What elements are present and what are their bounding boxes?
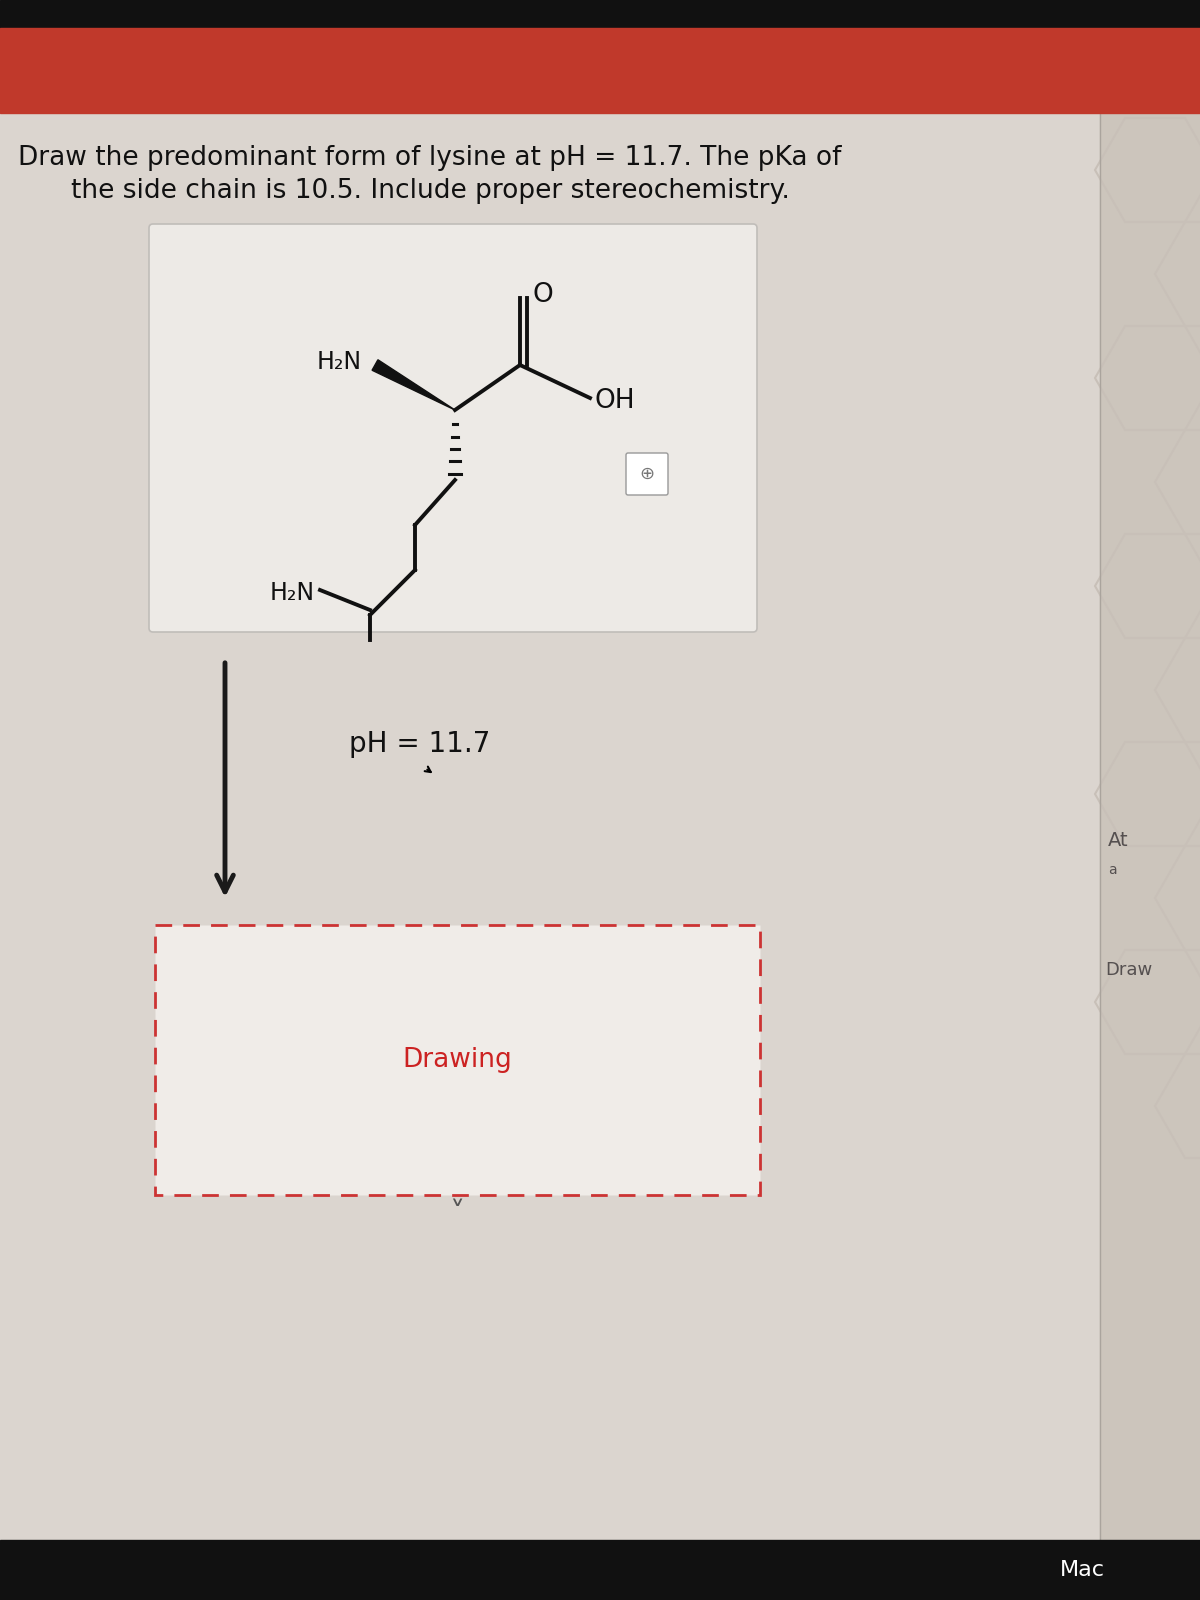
Bar xyxy=(1100,114,1200,1600)
Text: O: O xyxy=(533,282,553,307)
Text: Mac: Mac xyxy=(1060,1560,1105,1581)
Text: At: At xyxy=(1108,830,1129,850)
FancyBboxPatch shape xyxy=(149,224,757,632)
Polygon shape xyxy=(372,360,455,410)
Text: a: a xyxy=(1108,862,1117,877)
Text: ⊕: ⊕ xyxy=(640,466,654,483)
Text: Draw the predominant form of lysine at pH = 11.7. The pKa of: Draw the predominant form of lysine at p… xyxy=(18,146,841,171)
Bar xyxy=(0,1539,1200,1600)
Text: OH: OH xyxy=(594,387,635,414)
Text: H₂N: H₂N xyxy=(317,350,362,374)
Text: pH = 11.7: pH = 11.7 xyxy=(349,730,491,758)
FancyBboxPatch shape xyxy=(626,453,668,494)
Text: Draw: Draw xyxy=(1105,962,1152,979)
Bar xyxy=(0,27,1200,114)
Text: H₂N: H₂N xyxy=(270,581,314,605)
Text: the side chain is 10.5. Include proper stereochemistry.: the side chain is 10.5. Include proper s… xyxy=(71,178,790,203)
Bar xyxy=(155,925,760,1195)
Text: Drawing: Drawing xyxy=(402,1046,512,1074)
Bar xyxy=(0,0,1200,27)
Text: ˅: ˅ xyxy=(449,1200,464,1229)
